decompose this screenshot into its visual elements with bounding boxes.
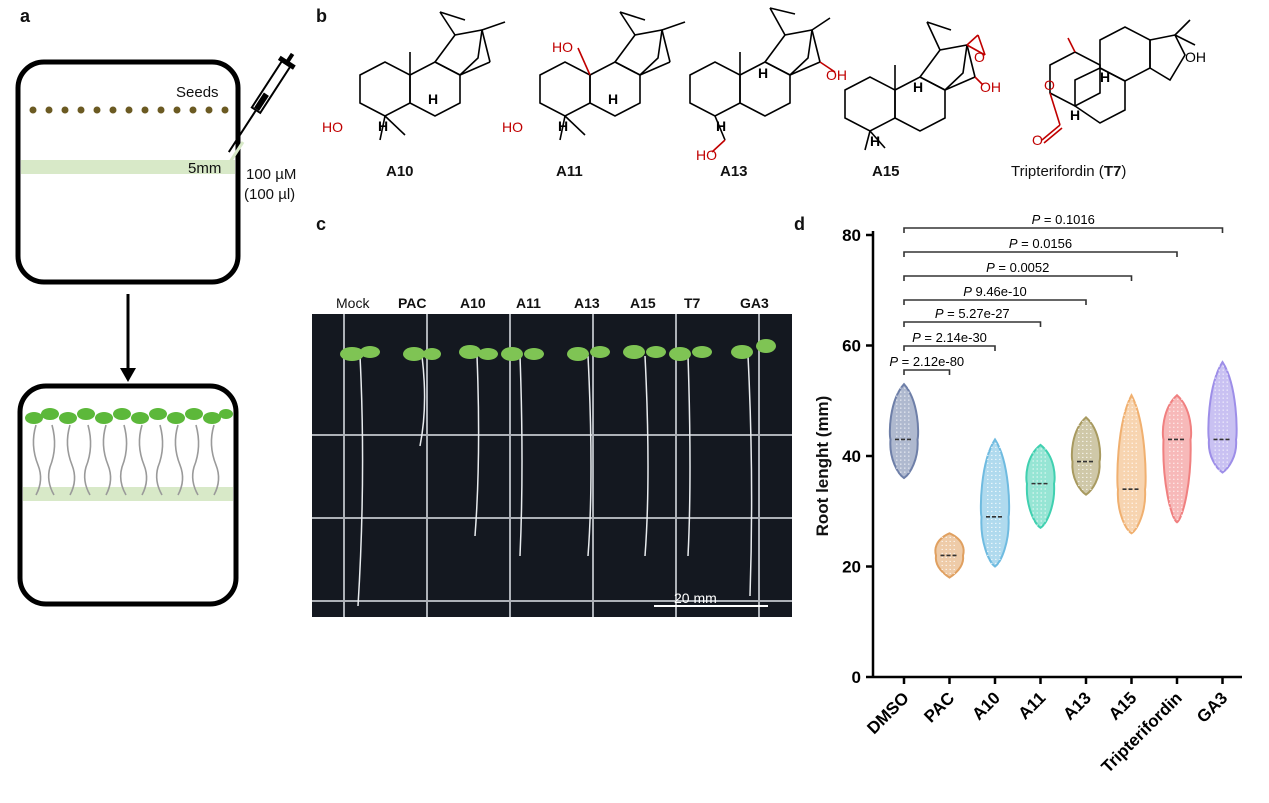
p-value-label: P 9.46e-10 bbox=[963, 284, 1027, 299]
structure-a13 bbox=[689, 7, 836, 153]
t7-hydrogen-label-2: H bbox=[1070, 107, 1080, 123]
seedling-roots bbox=[32, 424, 220, 496]
x-tick-label-ga3: GA3 bbox=[1193, 688, 1231, 726]
panel-a-letter: a bbox=[20, 6, 31, 26]
structure-a10 bbox=[359, 11, 506, 141]
dose-volume-label: (100 µl) bbox=[244, 186, 296, 203]
y-tick-label: 20 bbox=[842, 558, 861, 577]
significance-bracket bbox=[903, 275, 1133, 281]
p-value-label: P = 2.14e-30 bbox=[912, 330, 987, 345]
x-tick-label-a15: A15 bbox=[1105, 688, 1140, 723]
compound-t7-name: Tripterifordin ( bbox=[1011, 163, 1104, 180]
lane-label-t7: T7 bbox=[684, 295, 701, 311]
y-tick-label: 40 bbox=[842, 447, 861, 466]
seedling-leaves bbox=[25, 408, 233, 424]
panel-b-letter: b bbox=[316, 6, 327, 26]
a13-hydroxyl-label: OH bbox=[826, 67, 847, 83]
violin-a15 bbox=[1116, 393, 1147, 535]
t7-ring-oxygen-label: O bbox=[1044, 77, 1055, 93]
treatment-band-bottom bbox=[23, 487, 233, 501]
lane-label-mock: Mock bbox=[336, 295, 370, 311]
a10-hydroxyl-label: HO bbox=[322, 119, 343, 135]
panel-c-letter: c bbox=[316, 214, 327, 234]
panel-d-letter: d bbox=[794, 214, 805, 234]
x-tick-label-a13: A13 bbox=[1059, 688, 1094, 723]
p-value-label: P = 0.0156 bbox=[1009, 236, 1072, 251]
t7-carbonyl-oxygen-label: O bbox=[1032, 132, 1043, 148]
distance-label: 5mm bbox=[188, 160, 222, 177]
x-tick-label-tripterifordin: Tripterifordin bbox=[1098, 688, 1186, 776]
t7-hydrogen-label: H bbox=[1100, 69, 1110, 85]
structure-a15 bbox=[844, 21, 986, 151]
significance-bracket bbox=[903, 345, 996, 351]
lane-label-ga3: GA3 bbox=[740, 295, 769, 311]
a11-hydroxyl-label: HO bbox=[502, 119, 523, 135]
significance-bracket bbox=[903, 369, 951, 375]
t7-hydroxyl-label: OH bbox=[1185, 49, 1206, 65]
x-tick-label-a10: A10 bbox=[968, 688, 1003, 723]
y-tick-label: 80 bbox=[842, 226, 861, 245]
p-value-label: P = 5.27e-27 bbox=[935, 306, 1010, 321]
a11-hydrogen-label: H bbox=[608, 91, 618, 107]
a13-hydrogen-label: H bbox=[758, 65, 768, 81]
treatment-band-top bbox=[21, 160, 235, 174]
significance-bracket bbox=[903, 227, 1224, 233]
violin-ga3 bbox=[1207, 360, 1238, 474]
panel-a-diagram bbox=[15, 52, 296, 607]
compound-a11-label: A11 bbox=[556, 163, 583, 180]
x-tick-label-dmso: DMSO bbox=[863, 688, 912, 737]
violin-a13 bbox=[1070, 415, 1102, 496]
seedling-photo bbox=[312, 314, 792, 617]
compound-t7-code: T7 bbox=[1103, 163, 1122, 180]
p-value-label: P = 2.12e-80 bbox=[889, 354, 964, 369]
violin-chart: 0 20 40 60 80 DMSO PAC A10 A11 A13 A15Tripteriford… bbox=[842, 212, 1242, 777]
a13-hydrogen-label-2: H bbox=[716, 118, 726, 134]
significance-bracket bbox=[903, 321, 1042, 327]
a13-hydroxymethyl-label: HO bbox=[696, 147, 717, 160]
significance-bracket bbox=[903, 299, 1087, 305]
lane-label-a10: A10 bbox=[460, 295, 486, 311]
compound-a13-label: A13 bbox=[720, 163, 748, 180]
lane-label-pac: PAC bbox=[398, 295, 427, 311]
x-tick-label-a11: A11 bbox=[1015, 688, 1050, 723]
p-value-label: P = 0.0052 bbox=[986, 260, 1049, 275]
structure-t7 bbox=[1041, 19, 1196, 144]
lane-label-a13: A13 bbox=[574, 295, 600, 311]
a15-hydrogen-label-2: H bbox=[870, 133, 880, 149]
lane-label-a11: A11 bbox=[516, 295, 541, 311]
a11-hydrogen-label-2: H bbox=[558, 118, 568, 134]
seed-row bbox=[29, 106, 229, 114]
chemical-structures: HO HO HO OH HO OH O OH O O H H H H H H H… bbox=[322, 7, 1206, 160]
compound-a10-label: A10 bbox=[386, 163, 414, 180]
y-tick-label: 60 bbox=[842, 337, 861, 356]
structure-a11 bbox=[539, 11, 686, 141]
lane-labels: Mock PAC A10 A11 A13 A15 T7 GA3 bbox=[312, 295, 792, 313]
dose-concentration-label: 100 µM bbox=[246, 166, 297, 183]
y-tick-label: 0 bbox=[852, 668, 861, 687]
lane-label-a15: A15 bbox=[630, 295, 656, 311]
a15-hydroxyl-label: OH bbox=[980, 79, 1001, 95]
violin-dmso bbox=[888, 382, 920, 480]
scale-bar-label: 20 mm bbox=[674, 590, 717, 606]
seeds-label: Seeds bbox=[176, 84, 219, 101]
a10-hydrogen-label-2: H bbox=[378, 118, 388, 134]
a15-hydrogen-label: H bbox=[913, 79, 923, 95]
a10-hydrogen-label: H bbox=[428, 91, 438, 107]
violin-a11 bbox=[1025, 443, 1056, 530]
compound-t7-close: ) bbox=[1121, 163, 1127, 180]
arrow-head-icon bbox=[120, 368, 136, 382]
p-value-label: P = 0.1016 bbox=[1032, 212, 1095, 227]
a11-hydroxymethyl-label: HO bbox=[552, 39, 573, 55]
syringe-icon bbox=[227, 52, 296, 153]
x-tick-label-pac: PAC bbox=[920, 688, 958, 726]
compound-t7-label: Tripterifordin (T7) bbox=[1011, 163, 1126, 180]
significance-bracket bbox=[903, 251, 1178, 257]
a15-epoxide-label: O bbox=[974, 49, 985, 65]
compound-a15-label: A15 bbox=[872, 163, 900, 180]
